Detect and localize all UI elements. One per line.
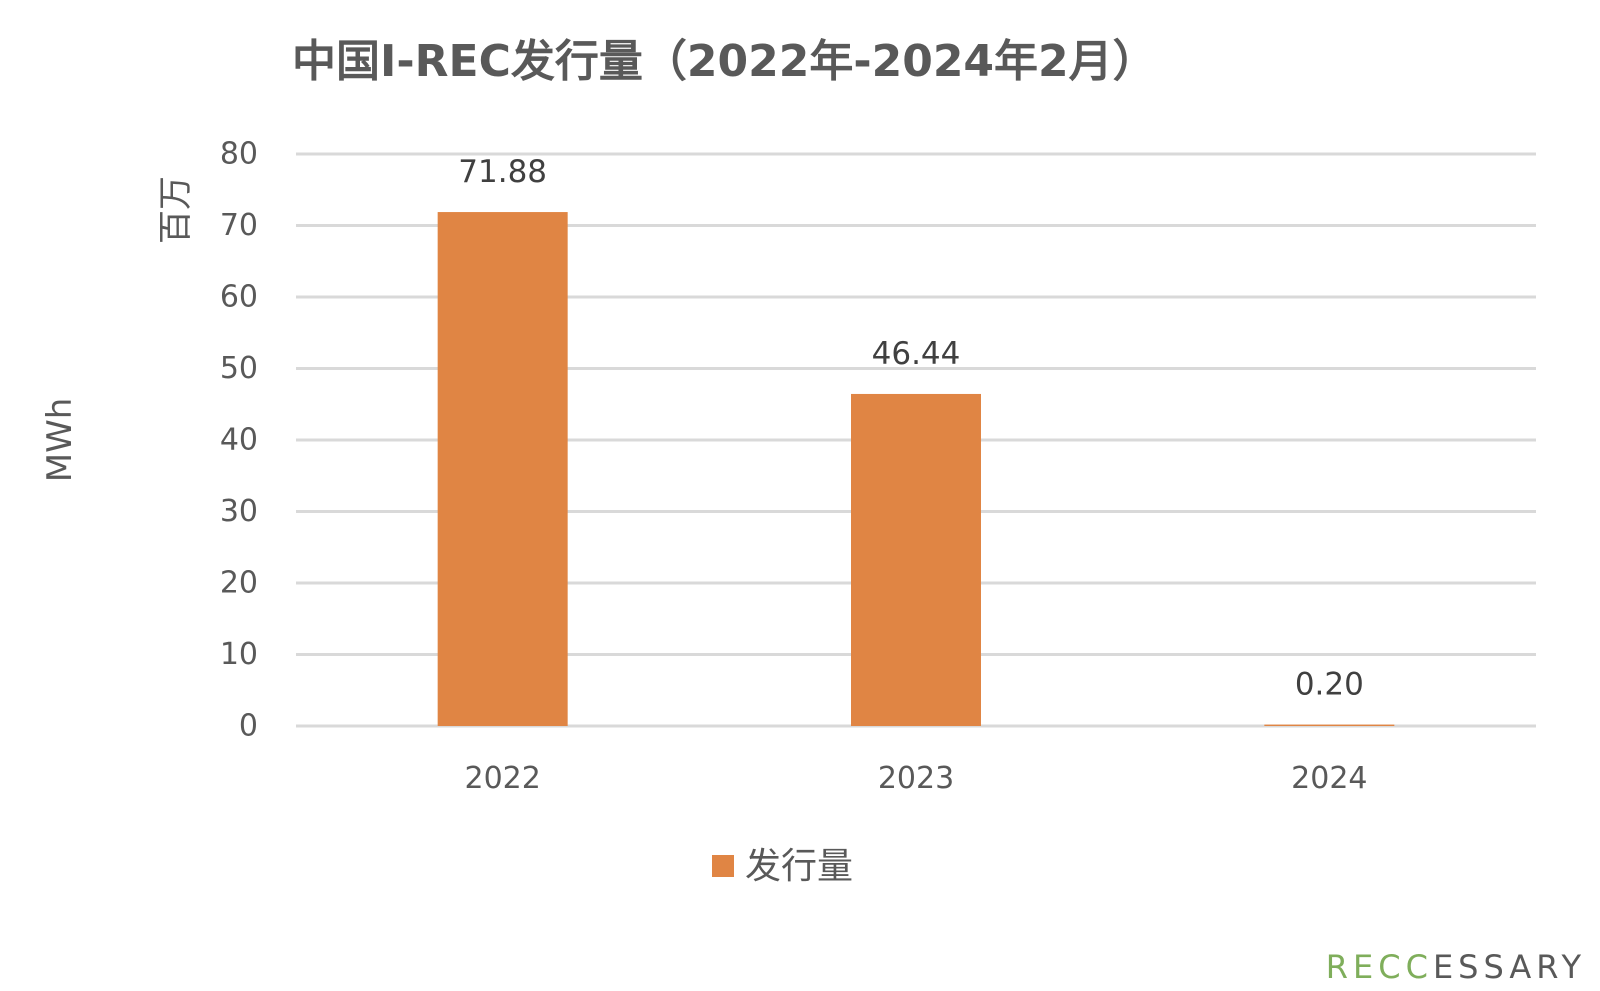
y-tick-label: 0 xyxy=(239,709,258,744)
bar-2022 xyxy=(437,212,568,727)
y-tick-label: 80 xyxy=(220,137,258,172)
bar-2024 xyxy=(1264,724,1395,726)
x-tick-label: 2024 xyxy=(1291,761,1367,796)
watermark-logo: RECCESSARY xyxy=(1326,948,1586,986)
y-axis-label: MWh xyxy=(40,398,80,483)
data-label-2024: 0.20 xyxy=(1295,667,1364,703)
y-tick-label: 30 xyxy=(220,494,258,529)
y-tick-label: 20 xyxy=(220,566,258,601)
data-labels: 71.88 46.44 0.20 xyxy=(458,154,1364,703)
x-axis-ticks: 2022 2023 2024 xyxy=(464,761,1367,796)
data-label-2022: 71.88 xyxy=(458,154,547,190)
x-tick-label: 2022 xyxy=(464,761,540,796)
legend-swatch xyxy=(712,855,734,877)
legend: 发行量 xyxy=(712,846,853,887)
chart-title: 中国I-REC发行量（2022年-2024年2月） xyxy=(292,36,1157,87)
bar-2023 xyxy=(851,393,981,726)
y-axis-ticks: 0 10 20 30 40 50 60 70 80 xyxy=(220,137,258,744)
y-tick-label: 60 xyxy=(220,280,258,315)
y-tick-label: 40 xyxy=(220,423,258,458)
y-unit-label: 百万 xyxy=(156,176,196,244)
x-tick-label: 2023 xyxy=(878,761,954,796)
y-tick-label: 70 xyxy=(220,208,258,243)
bars xyxy=(437,212,1395,727)
legend-label: 发行量 xyxy=(745,846,853,887)
data-label-2023: 46.44 xyxy=(872,336,961,372)
y-tick-label: 10 xyxy=(220,637,258,672)
y-tick-label: 50 xyxy=(220,351,258,386)
